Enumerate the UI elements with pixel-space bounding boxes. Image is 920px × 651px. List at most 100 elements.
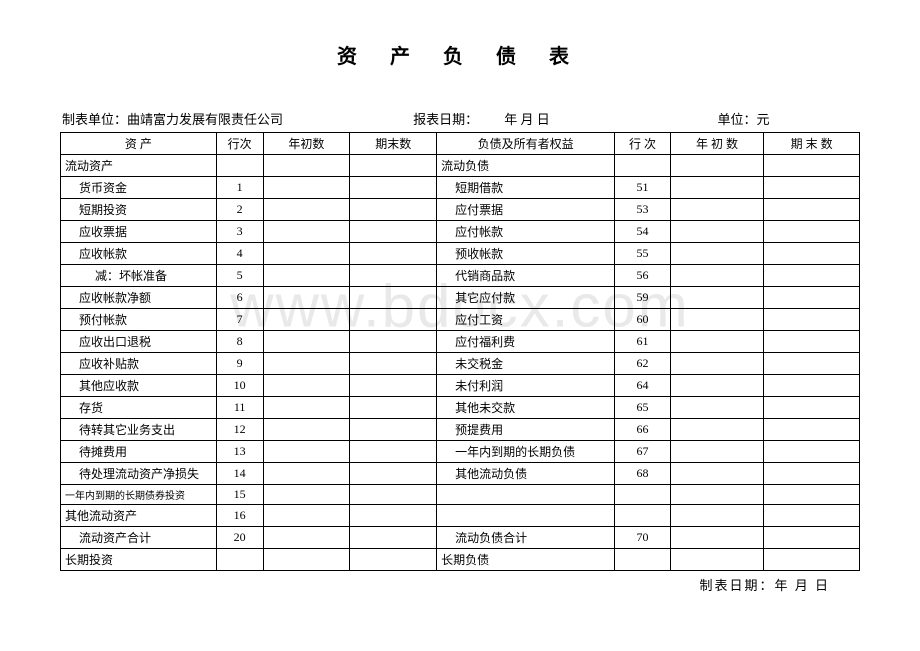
cell-asset-begin — [263, 419, 350, 441]
cell-liab-line: 59 — [615, 287, 671, 309]
cell-asset-label: 应收票据 — [61, 221, 217, 243]
cell-asset-end — [350, 331, 437, 353]
cell-liab-line: 67 — [615, 441, 671, 463]
table-row: 一年内到期的长期债券投资15 — [61, 485, 860, 505]
cell-liab-label: 预收帐款 — [437, 243, 615, 265]
cell-liab-begin — [670, 309, 763, 331]
cell-liab-label: 预提费用 — [437, 419, 615, 441]
table-row: 其他应收款10未付利润64 — [61, 375, 860, 397]
table-row: 货币资金1 短期借款51 — [61, 177, 860, 199]
cell-liab-begin — [670, 243, 763, 265]
cell-asset-end — [350, 505, 437, 527]
cell-liab-begin — [670, 353, 763, 375]
cell-asset-line — [216, 155, 263, 177]
cell-liab-begin — [670, 527, 763, 549]
cell-asset-begin — [263, 309, 350, 331]
table-row: 流动资产流动负债 — [61, 155, 860, 177]
cell-liab-line: 68 — [615, 463, 671, 485]
cell-liab-end — [764, 397, 860, 419]
cell-asset-end — [350, 265, 437, 287]
cell-liab-end — [764, 375, 860, 397]
cell-liab-line: 51 — [615, 177, 671, 199]
cell-asset-line: 5 — [216, 265, 263, 287]
cell-liab-end — [764, 485, 860, 505]
cell-liab-line: 54 — [615, 221, 671, 243]
table-row: 待转其它业务支出12预提费用66 — [61, 419, 860, 441]
cell-asset-begin — [263, 375, 350, 397]
cell-asset-label: 待处理流动资产净损失 — [61, 463, 217, 485]
table-row: 减：坏帐准备5代销商品款56 — [61, 265, 860, 287]
table-row: 长期投资长期负债 — [61, 549, 860, 571]
cell-liab-line: 56 — [615, 265, 671, 287]
cell-asset-label: 应收帐款 — [61, 243, 217, 265]
cell-liab-label: 未交税金 — [437, 353, 615, 375]
cell-liab-label: 一年内到期的长期负债 — [437, 441, 615, 463]
cell-asset-begin — [263, 397, 350, 419]
table-row: 应收出口退税8应付福利费61 — [61, 331, 860, 353]
page-container: www.bdocx.com 资 产 负 债 表 制表单位：曲靖富力发展有限责任公… — [60, 40, 860, 594]
cell-asset-end — [350, 463, 437, 485]
cell-liab-line: 65 — [615, 397, 671, 419]
cell-liab-end — [764, 441, 860, 463]
cell-asset-line: 10 — [216, 375, 263, 397]
cell-liab-end — [764, 265, 860, 287]
cell-liab-label: 短期借款 — [437, 177, 615, 199]
cell-asset-begin — [263, 221, 350, 243]
cell-asset-end — [350, 287, 437, 309]
cell-asset-line: 9 — [216, 353, 263, 375]
cell-asset-line: 2 — [216, 199, 263, 221]
cell-asset-label: 货币资金 — [61, 177, 217, 199]
cell-asset-begin — [263, 243, 350, 265]
cell-liab-label: 应付福利费 — [437, 331, 615, 353]
cell-asset-line: 3 — [216, 221, 263, 243]
footer-value: 年 月 日 — [774, 578, 830, 593]
cell-liab-end — [764, 331, 860, 353]
cell-liab-line — [615, 155, 671, 177]
cell-liab-line: 70 — [615, 527, 671, 549]
date-value: 年 月 日 — [504, 112, 550, 127]
table-row: 待摊费用13一年内到期的长期负债67 — [61, 441, 860, 463]
cell-liab-begin — [670, 441, 763, 463]
cell-liab-label: 应付工资 — [437, 309, 615, 331]
table-row: 待处理流动资产净损失14 其他流动负债68 — [61, 463, 860, 485]
cell-asset-label: 应收补贴款 — [61, 353, 217, 375]
cell-asset-end — [350, 243, 437, 265]
cell-asset-begin — [263, 265, 350, 287]
cell-asset-begin — [263, 155, 350, 177]
cell-asset-begin — [263, 441, 350, 463]
cell-asset-label: 待摊费用 — [61, 441, 217, 463]
cell-liab-label: 应付帐款 — [437, 221, 615, 243]
currency-label: 单位：元 — [718, 112, 770, 127]
table-header-row: 资 产 行次 年初数 期末数 负债及所有者权益 行 次 年 初 数 期 末 数 — [61, 133, 860, 155]
cell-liab-begin — [670, 331, 763, 353]
cell-liab-label: 其他流动负债 — [437, 463, 615, 485]
cell-liab-label: 流动负债合计 — [437, 527, 615, 549]
cell-asset-line: 12 — [216, 419, 263, 441]
th-liab: 负债及所有者权益 — [437, 133, 615, 155]
th-end-r: 期 末 数 — [764, 133, 860, 155]
cell-liab-label: 流动负债 — [437, 155, 615, 177]
cell-asset-begin — [263, 527, 350, 549]
cell-liab-line: 61 — [615, 331, 671, 353]
cell-asset-line: 8 — [216, 331, 263, 353]
cell-liab-begin — [670, 199, 763, 221]
cell-liab-begin — [670, 375, 763, 397]
cell-asset-end — [350, 375, 437, 397]
cell-asset-line: 14 — [216, 463, 263, 485]
cell-asset-label: 存货 — [61, 397, 217, 419]
cell-asset-label: 短期投资 — [61, 199, 217, 221]
cell-liab-label: 其它应付款 — [437, 287, 615, 309]
cell-asset-label: 预付帐款 — [61, 309, 217, 331]
cell-liab-end — [764, 287, 860, 309]
cell-asset-end — [350, 353, 437, 375]
balance-sheet-table: 资 产 行次 年初数 期末数 负债及所有者权益 行 次 年 初 数 期 末 数 … — [60, 132, 860, 571]
cell-liab-begin — [670, 265, 763, 287]
cell-asset-end — [350, 485, 437, 505]
cell-liab-end — [764, 549, 860, 571]
cell-asset-begin — [263, 463, 350, 485]
th-line-l: 行次 — [216, 133, 263, 155]
cell-liab-end — [764, 309, 860, 331]
cell-asset-line: 1 — [216, 177, 263, 199]
cell-asset-begin — [263, 331, 350, 353]
date-label: 报表日期： — [413, 112, 478, 127]
